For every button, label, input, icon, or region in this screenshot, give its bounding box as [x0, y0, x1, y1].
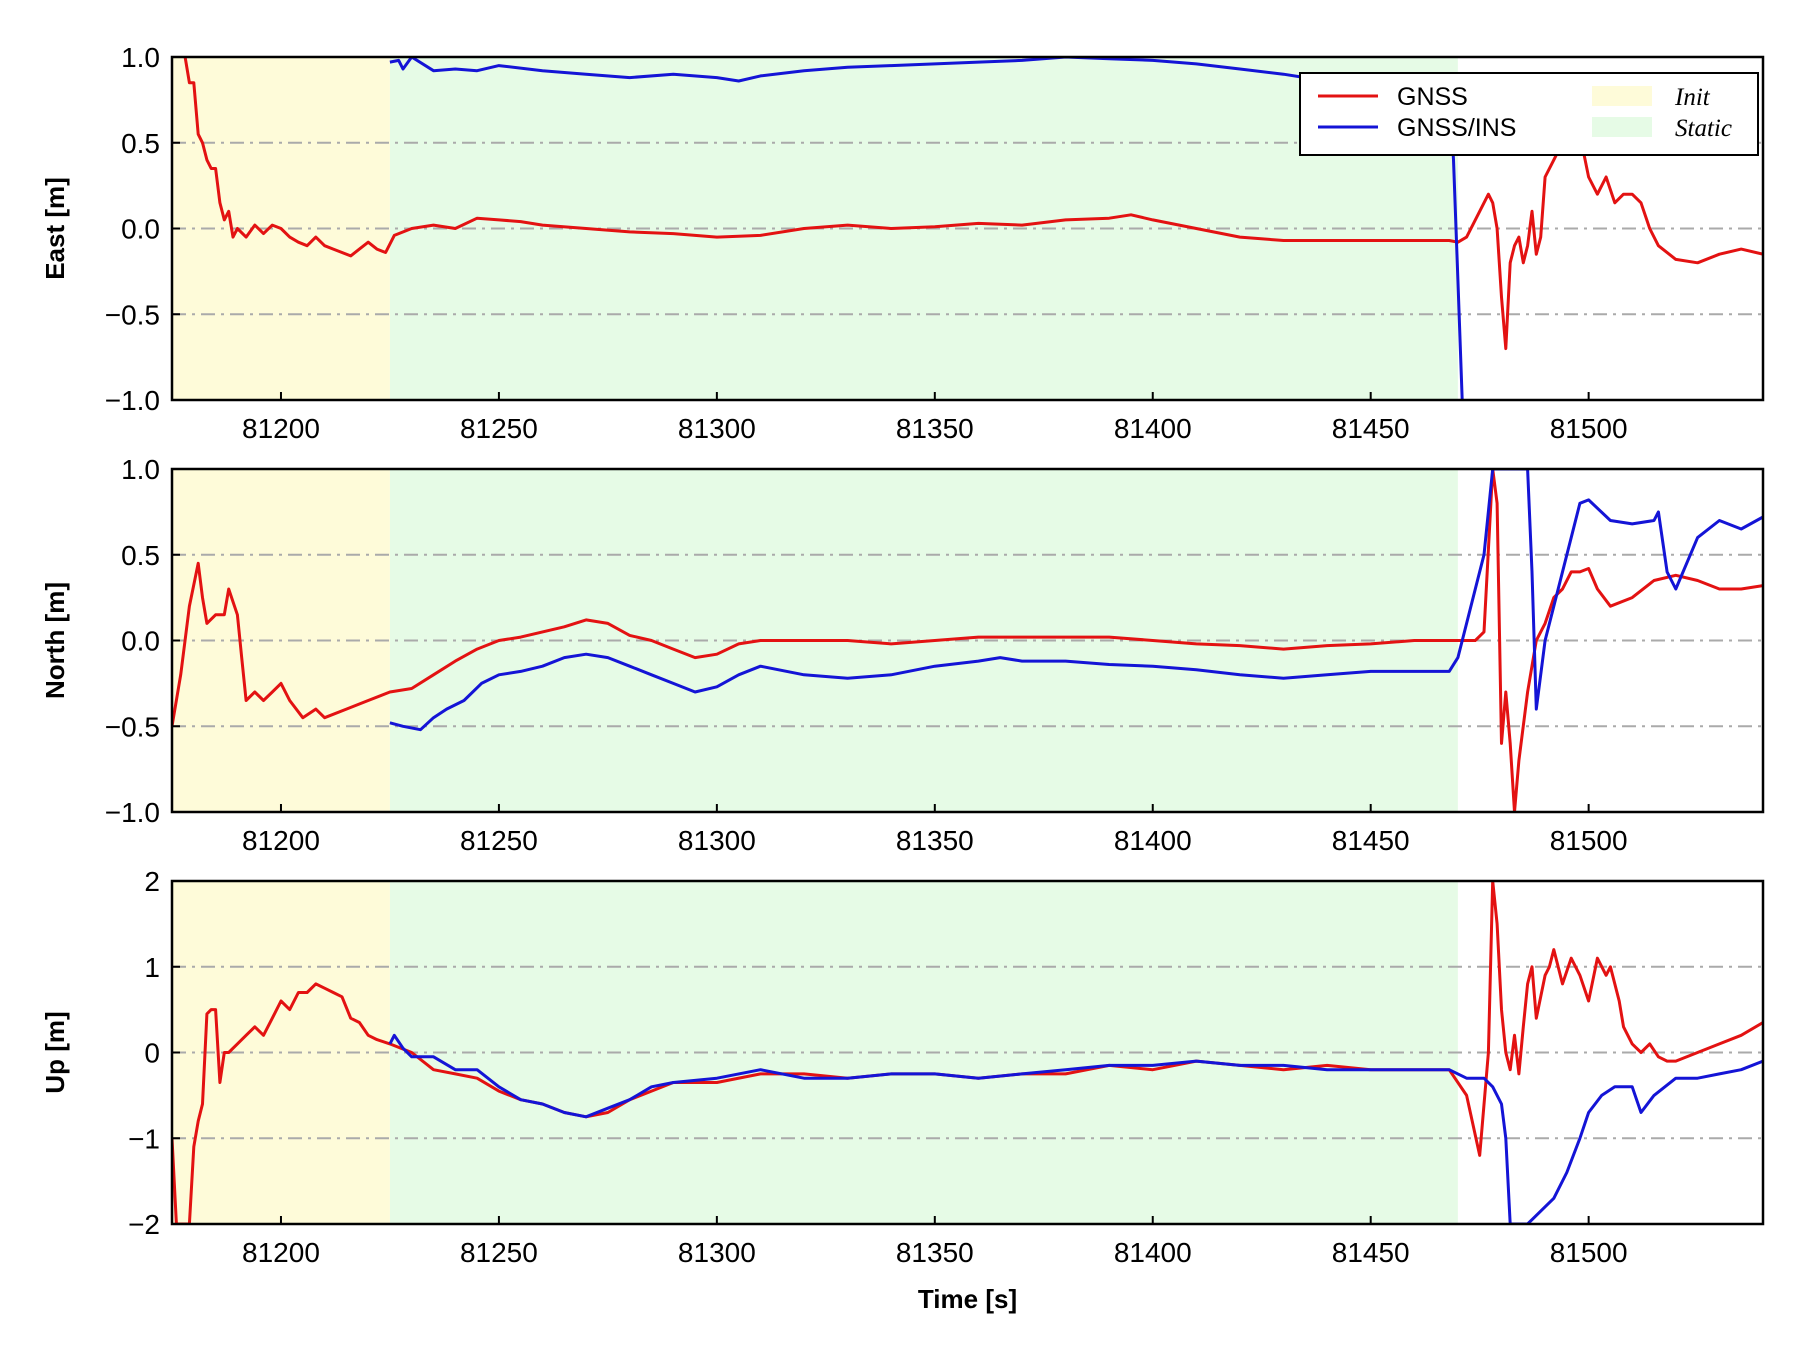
- x-tick-label-up-m: 81250: [460, 1237, 538, 1268]
- y-tick-label-up-m: −2: [128, 1209, 160, 1240]
- x-tick-label-north-m: 81500: [1550, 825, 1628, 856]
- x-tick-label-up-m: 81500: [1550, 1237, 1628, 1268]
- legend-gnss-label: GNSS: [1397, 83, 1468, 111]
- series-group-north-m: [172, 469, 1763, 812]
- y-tick-label-up-m: −1: [128, 1123, 160, 1154]
- x-tick-label-up-m: 81400: [1114, 1237, 1192, 1268]
- x-tick-label-east-m: 81500: [1550, 413, 1628, 444]
- y-tick-label-east-m: −0.5: [105, 299, 160, 330]
- y-tick-label-north-m: 0.5: [121, 540, 160, 571]
- y-tick-label-north-m: 0.0: [121, 626, 160, 657]
- y-tick-label-east-m: −1.0: [105, 385, 160, 416]
- panel-east-m: −1.0 −0.5 0.0 0.5 1.0 81200 81250 81300 81350 814…: [40, 42, 1765, 444]
- y-tick-label-north-m: −0.5: [105, 711, 160, 742]
- x-tick-label-east-m: 81350: [896, 413, 974, 444]
- legend-static-swatch: [1592, 117, 1652, 137]
- x-axis-label: Time [s]: [918, 1284, 1017, 1314]
- x-tick-label-north-m: 81250: [460, 825, 538, 856]
- y-tick-label-north-m: −1.0: [105, 797, 160, 828]
- legend-init-label: Init: [1674, 84, 1711, 111]
- x-tick-label-north-m: 81450: [1332, 825, 1410, 856]
- x-tick-label-east-m: 81250: [460, 413, 538, 444]
- legend-frame: [1299, 72, 1759, 156]
- x-tick-label-up-m: 81300: [678, 1237, 756, 1268]
- x-tick-label-east-m: 81300: [678, 413, 756, 444]
- x-tick-label-north-m: 81200: [242, 825, 320, 856]
- series-gnss-north-m: [172, 469, 1763, 812]
- y-tick-label-east-m: 1.0: [121, 42, 160, 73]
- y-tick-label-east-m: 0.5: [121, 128, 160, 159]
- y-axis-label-north-m: North [m]: [40, 582, 70, 699]
- y-axis-label-east-m: East [m]: [40, 177, 70, 280]
- x-tick-label-north-m: 81350: [896, 825, 974, 856]
- y-axis-label-up-m: Up [m]: [40, 1011, 70, 1093]
- x-tick-label-north-m: 81300: [678, 825, 756, 856]
- legend-static-label: Static: [1675, 115, 1732, 142]
- x-tick-label-up-m: 81200: [242, 1237, 320, 1268]
- series-gnss-ins-north-m: [389, 469, 1763, 732]
- panel-up-m: −2 −1 0 1 2 81200 81250 81300 81350 81400 81450 815…: [40, 866, 1765, 1314]
- legend: GNSS GNSS/INS Init Static: [1299, 72, 1759, 156]
- y-tick-label-up-m: 0: [144, 1038, 160, 1069]
- y-tick-label-up-m: 2: [144, 866, 160, 897]
- legend-init-swatch: [1592, 86, 1652, 106]
- x-tick-label-up-m: 81450: [1332, 1237, 1410, 1268]
- y-tick-label-north-m: 1.0: [121, 454, 160, 485]
- x-tick-label-east-m: 81400: [1114, 413, 1192, 444]
- x-tick-label-east-m: 81450: [1332, 413, 1410, 444]
- series-gnss-ins-up-m: [388, 1033, 1763, 1224]
- y-tick-label-up-m: 1: [144, 952, 160, 983]
- legend-gnss-ins-label: GNSS/INS: [1397, 114, 1516, 142]
- panel-north-m: −1.0 −0.5 0.0 0.5 1.0 81200 81250 81300 81350 814…: [40, 454, 1765, 856]
- y-tick-label-east-m: 0.0: [121, 214, 160, 245]
- x-tick-label-north-m: 81400: [1114, 825, 1192, 856]
- x-tick-label-up-m: 81350: [896, 1237, 974, 1268]
- x-tick-label-east-m: 81200: [242, 413, 320, 444]
- series-group-up-m: [172, 881, 1763, 1224]
